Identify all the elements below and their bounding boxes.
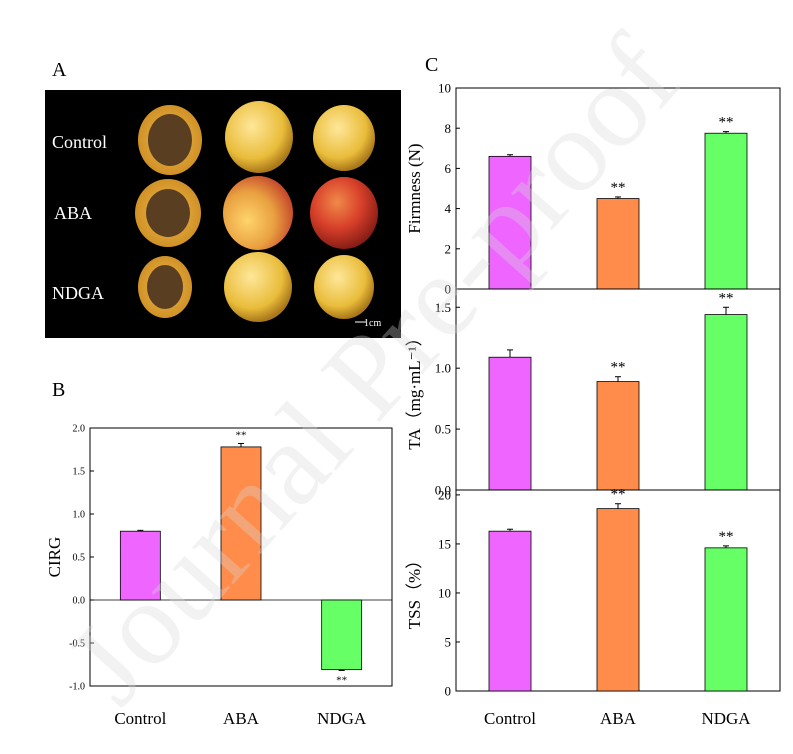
y-tick-label: 15 xyxy=(438,536,451,551)
y-tick-label: 10 xyxy=(438,81,451,96)
y-tick-label: 0.0 xyxy=(435,483,451,498)
bar-aba xyxy=(220,446,262,601)
panel-label-b: B xyxy=(52,379,65,401)
fruit-ndga-whole-2 xyxy=(314,255,374,319)
y-tick-label: 1.5 xyxy=(435,300,451,315)
significance-label: ** xyxy=(719,529,734,545)
significance-label: ** xyxy=(719,290,734,306)
y-axis-label: TSS（%） xyxy=(405,552,424,629)
photo-row-label-control: Control xyxy=(52,132,107,152)
y-tick-label: 8 xyxy=(445,121,452,136)
tss-chart: 0 5 10 15 20 TSS（%） Control ** ABA ** NDGA xyxy=(405,487,781,728)
firmness-chart: 0 2 4 6 8 10 Firmness (N) ** ** xyxy=(405,81,781,297)
bar-ndga xyxy=(704,547,748,692)
x-tick-label: NDGA xyxy=(701,709,751,728)
y-tick-label: 0.5 xyxy=(435,422,451,437)
fruit-aba-whole-1 xyxy=(223,176,293,250)
significance-label: ** xyxy=(611,180,626,196)
y-tick-label: 1.0 xyxy=(435,361,451,376)
x-tick-label: ABA xyxy=(600,709,637,728)
bar-control xyxy=(119,530,161,601)
fruit-ndga-whole-1 xyxy=(224,252,292,322)
fruit-aba-whole-2 xyxy=(310,177,378,249)
y-tick-label: 1.0 xyxy=(73,510,86,521)
bar-control xyxy=(488,530,532,692)
y-tick-label: 0.5 xyxy=(73,553,86,564)
bar-aba xyxy=(596,381,640,491)
fruit-control-half xyxy=(138,105,202,175)
panel-label-a: A xyxy=(52,59,67,81)
scale-bar-label: 1cm xyxy=(364,318,381,329)
significance-label: ** xyxy=(611,487,626,503)
fruit-control-whole-2 xyxy=(313,105,375,171)
x-tick-label: ABA xyxy=(223,709,260,728)
y-tick-label: 0 xyxy=(445,282,452,297)
bar-ndga xyxy=(704,132,748,290)
y-tick-label: 1.5 xyxy=(73,467,86,478)
fruit-photo-panel: Control ABA NDGA 1cm xyxy=(45,90,401,338)
bar-control xyxy=(488,356,532,491)
bar-aba xyxy=(596,198,640,290)
y-tick-label: 4 xyxy=(445,201,452,216)
fruit-ndga-half xyxy=(138,256,192,318)
y-tick-label: 0.0 xyxy=(73,596,86,607)
y-axis-label: TA（mg·mL⁻¹） xyxy=(405,329,424,449)
y-tick-label: 20 xyxy=(438,487,451,502)
y-tick-label: -1.0 xyxy=(69,682,85,693)
y-tick-label: 5 xyxy=(445,635,452,650)
y-tick-label: 6 xyxy=(445,161,452,176)
photo-row-label-aba: ABA xyxy=(54,203,92,223)
y-tick-label: 2 xyxy=(445,241,452,256)
significance-label: ** xyxy=(236,429,247,441)
significance-label: ** xyxy=(336,675,347,687)
photo-row-label-ndga: NDGA xyxy=(52,283,104,303)
y-tick-label: -0.5 xyxy=(69,639,85,650)
y-tick-label: 2.0 xyxy=(73,424,86,435)
bar-aba xyxy=(596,508,640,692)
y-axis-label: CIRG xyxy=(45,537,64,578)
y-tick-label: 0 xyxy=(445,684,452,699)
significance-label: ** xyxy=(611,360,626,376)
fruit-control-whole-1 xyxy=(225,101,293,173)
x-tick-label: NDGA xyxy=(317,709,367,728)
fruit-aba-half xyxy=(135,179,201,247)
cirg-chart: -1.0 -0.5 0.0 0.5 1.0 1.5 2.0 CIRG Control ** ABA *… xyxy=(45,424,393,728)
y-axis-label: Firmness (N) xyxy=(405,143,424,233)
bar-ndga xyxy=(321,599,363,671)
x-tick-label: Control xyxy=(484,709,536,728)
panel-label-c: C xyxy=(425,54,438,76)
significance-label: ** xyxy=(719,115,734,131)
y-tick-label: 10 xyxy=(438,586,451,601)
bar-ndga xyxy=(704,314,748,491)
x-tick-label: Control xyxy=(114,709,166,728)
